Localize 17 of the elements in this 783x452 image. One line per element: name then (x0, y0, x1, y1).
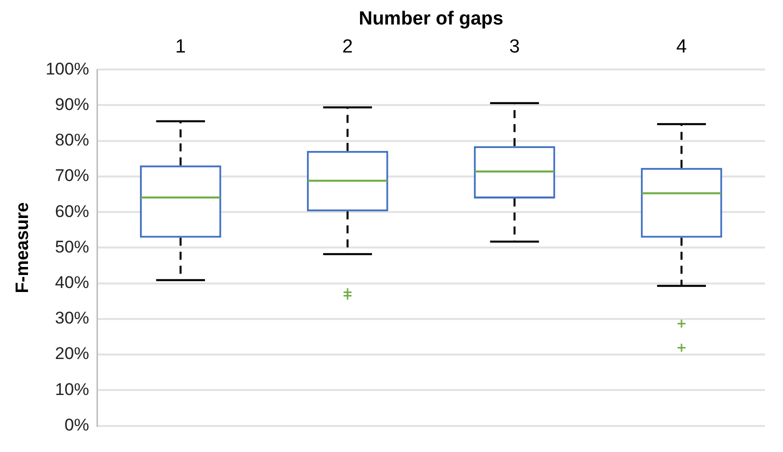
x-tick-label: 3 (509, 36, 520, 58)
y-tick-label: 60% (55, 202, 90, 221)
y-tick-label: 100% (46, 59, 90, 78)
x-tick-label: 2 (342, 36, 353, 58)
x-tick-label: 1 (175, 36, 186, 58)
y-tick-label: 90% (55, 94, 90, 114)
y-tick-label: 20% (55, 344, 90, 364)
y-tick-label: 30% (55, 308, 90, 328)
y-tick-label: 70% (55, 166, 90, 186)
y-tick-label: 10% (55, 380, 90, 399)
y-tick-label: 0% (64, 415, 90, 434)
x-axis-title: Number of gaps (358, 8, 504, 30)
y-tick-label: 50% (55, 237, 90, 256)
y-tick-label: 40% (55, 273, 90, 292)
y-axis-title: F-measure (12, 202, 32, 294)
y-tick-label: 80% (55, 130, 90, 150)
x-tick-label: 4 (676, 36, 688, 58)
